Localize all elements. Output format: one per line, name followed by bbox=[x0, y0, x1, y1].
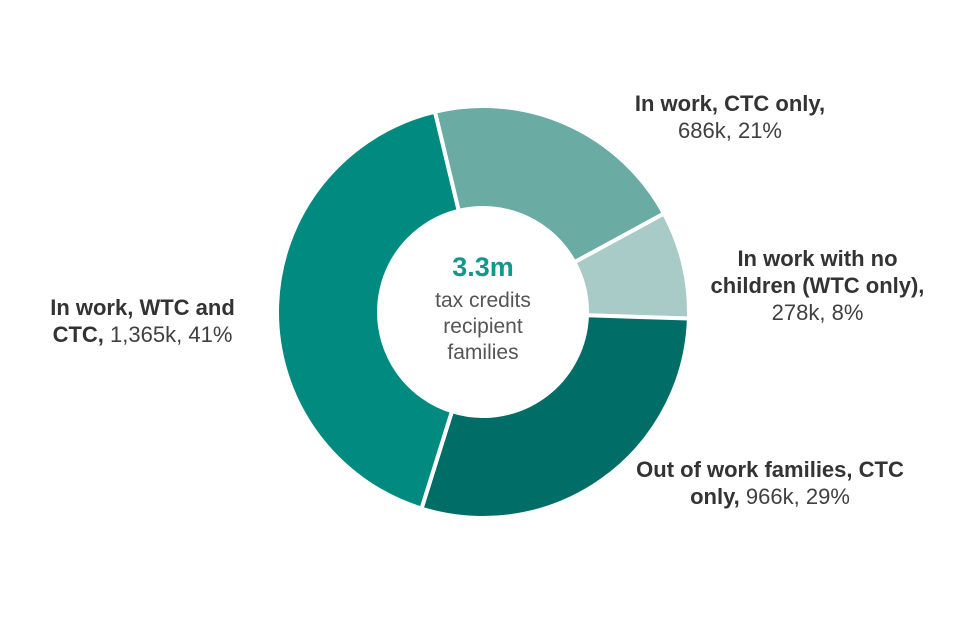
percent-label: 41% bbox=[188, 322, 233, 347]
value-label: 1,365k, bbox=[110, 322, 183, 347]
slice-label: In work with no children (WTC only), 278… bbox=[700, 245, 935, 326]
category-label: In work with no children (WTC only), bbox=[710, 246, 925, 298]
percent-label: 21% bbox=[737, 118, 782, 143]
category-label: In work, WTC and CTC, bbox=[50, 295, 235, 347]
slice bbox=[419, 313, 691, 520]
percent-label: 29% bbox=[805, 484, 850, 509]
center-value: 3.3m bbox=[452, 252, 514, 282]
value-label: 686k, bbox=[678, 118, 732, 143]
slice bbox=[275, 109, 462, 512]
category-label: In work, CTC only, bbox=[634, 91, 826, 116]
category-label: Out of work families, CTC only, bbox=[636, 457, 904, 509]
slice-label: In work, CTC only, 686k, 21% bbox=[630, 90, 830, 144]
slice bbox=[432, 104, 667, 266]
percent-label: 8% bbox=[831, 300, 864, 325]
value-label: 278k, bbox=[771, 300, 826, 325]
center-text: tax credits recipient families bbox=[435, 289, 531, 364]
slice-label: In work, WTC and CTC, 1,365k, 41% bbox=[35, 294, 250, 348]
value-label: 966k, bbox=[745, 484, 800, 509]
slice-label: Out of work families, CTC only, 966k, 29… bbox=[625, 456, 915, 510]
